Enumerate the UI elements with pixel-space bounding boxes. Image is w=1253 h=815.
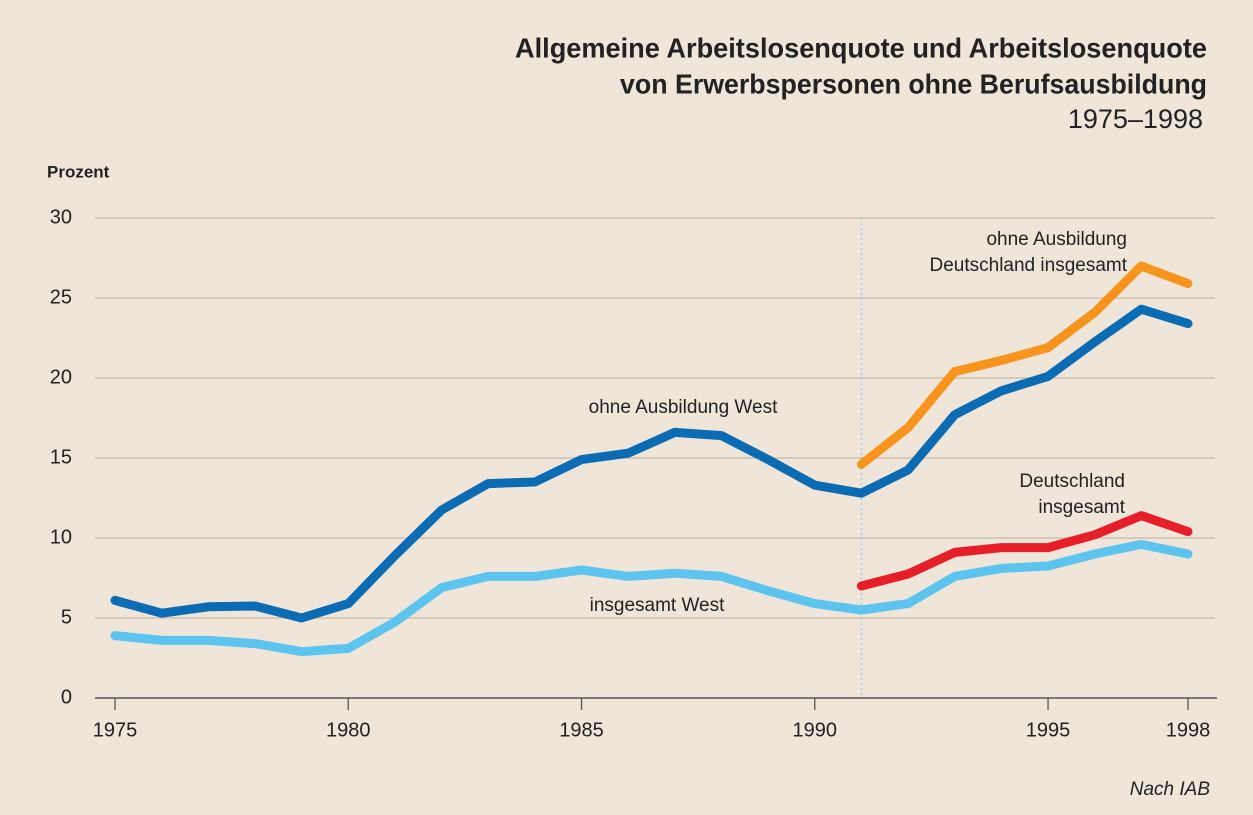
chart-title: von Erwerbspersonen ohne Berufsausbildun… xyxy=(620,68,1207,99)
chart-subtitle: 1975–1998 xyxy=(1068,104,1203,134)
x-tick-label: 1980 xyxy=(326,719,371,741)
source: Nach IAB xyxy=(1130,779,1211,800)
series-label-line: ohne Ausbildung xyxy=(986,229,1127,250)
series-label: ohne Ausbildung West xyxy=(589,397,778,418)
x-tick-label: 1975 xyxy=(93,719,138,741)
series-label-line: insgesamt West xyxy=(590,595,726,616)
chart-title: Allgemeine Arbeitslosenquote und Arbeits… xyxy=(515,32,1207,63)
series-label-line: Deutschland xyxy=(1019,471,1125,492)
series-line xyxy=(856,261,1193,469)
y-tick-label: 15 xyxy=(50,446,72,468)
y-tick-label: 0 xyxy=(61,686,72,708)
y-tick-label: 20 xyxy=(50,366,72,388)
y-tick-label: 10 xyxy=(50,526,72,548)
series-label: Deutschland insgesamt xyxy=(1019,471,1125,518)
series-label-line: ohne Ausbildung West xyxy=(589,397,778,418)
series-line xyxy=(110,304,1193,623)
x-tick-label: 1990 xyxy=(793,719,838,741)
y-axis-label: Prozent xyxy=(47,162,110,181)
x-tick-label: 1995 xyxy=(1026,719,1071,741)
series-label: insgesamt West xyxy=(590,595,726,616)
series-line xyxy=(856,511,1193,591)
x-tick-label: 1985 xyxy=(559,719,604,741)
y-tick-label: 30 xyxy=(50,206,72,228)
y-tick-label: 25 xyxy=(50,286,72,308)
x-tick-label: 1998 xyxy=(1166,719,1211,741)
series-label-line: insgesamt xyxy=(1038,497,1125,518)
series-label-line: Deutschland insgesamt xyxy=(930,255,1128,276)
y-tick-label: 5 xyxy=(61,606,72,628)
series-line xyxy=(110,539,1193,657)
series-label: ohne Ausbildung Deutschland insgesamt xyxy=(930,229,1128,276)
